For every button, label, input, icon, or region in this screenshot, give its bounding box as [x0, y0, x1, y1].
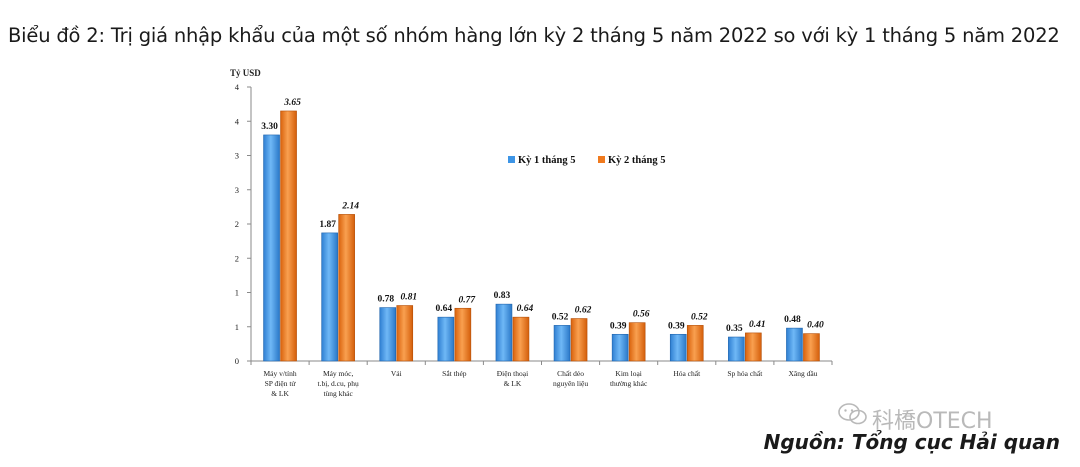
data-label: 0.39: [668, 321, 685, 331]
legend-swatch: [508, 156, 515, 163]
bar-ky2: [396, 305, 414, 362]
bar-ky2: [512, 316, 530, 362]
x-category-label: Máy móc,: [323, 369, 354, 378]
x-category-label: Chất dẻo: [557, 369, 584, 378]
data-label: 0.41: [749, 320, 766, 330]
watermark: 科橋OTECH: [838, 403, 993, 435]
y-tick-label: 1: [235, 322, 239, 332]
legend-label: Kỳ 2 tháng 5: [608, 155, 665, 166]
data-label: 0.48: [784, 315, 801, 325]
bar-ky2: [745, 332, 762, 362]
data-label: 0.35: [726, 324, 743, 334]
bar-ky1: [611, 333, 629, 362]
x-category-label: Sắt thép: [442, 369, 467, 378]
x-category-label: & LK: [504, 379, 522, 388]
bar-ky1: [321, 232, 338, 362]
y-tick-label: 0: [235, 356, 239, 366]
bar-ky1: [728, 336, 745, 362]
bar-ky2: [570, 318, 588, 362]
data-label: 1.87: [319, 220, 336, 230]
legend-swatch: [598, 156, 605, 163]
y-tick-label: 1: [235, 288, 239, 298]
bar-ky2: [280, 110, 297, 362]
data-label: 3.30: [261, 122, 278, 132]
bar-ky1: [786, 327, 803, 362]
x-category-label: tùng khác: [323, 389, 353, 398]
data-label: 0.52: [552, 312, 569, 322]
x-category-label: Xăng dầu: [788, 369, 817, 378]
x-category-label: Kim loại: [615, 369, 641, 378]
x-category-label: Sp hóa chất: [727, 369, 763, 378]
data-label: 0.83: [494, 291, 511, 301]
bar-ky2: [338, 214, 355, 362]
bar-ky1: [263, 134, 280, 362]
x-category-label: Hóa chất: [673, 369, 701, 378]
x-category-label: Vải: [391, 369, 402, 378]
x-category-label: SP điện tử: [265, 379, 297, 388]
x-category-label: & LK: [271, 389, 289, 398]
data-label: 0.77: [459, 295, 477, 305]
y-tick-label: 3: [235, 185, 239, 195]
y-tick-label: 2: [235, 253, 239, 263]
bar-ky1: [437, 316, 455, 362]
x-category-label: Máy v/tính: [263, 369, 296, 378]
source-note: Nguồn: Tổng cục Hải quan: [763, 430, 1060, 454]
y-tick-label: 2: [235, 219, 239, 229]
data-label: 2.14: [341, 201, 359, 211]
data-label: 0.81: [400, 293, 417, 303]
y-tick-label: 4: [235, 82, 240, 92]
data-label: 0.40: [807, 321, 824, 331]
wechat-icon: [838, 403, 868, 430]
y-tick-label: 4: [235, 116, 240, 126]
x-category-label: t.bị, d.cu, phụ: [318, 379, 359, 388]
bar-ky1: [553, 325, 571, 362]
bar-ky1: [669, 333, 687, 362]
data-label: 0.64: [436, 304, 453, 314]
legend-label: Kỳ 1 tháng 5: [518, 155, 575, 166]
data-label: 0.39: [610, 321, 627, 331]
bar-ky2: [454, 307, 472, 362]
data-label: 0.64: [517, 304, 534, 314]
watermark-text: 科橋OTECH: [872, 409, 993, 434]
bar-ky1: [379, 307, 397, 362]
data-label: 0.52: [691, 312, 708, 322]
data-label: 0.62: [575, 306, 592, 316]
y-tick-label: 3: [235, 151, 239, 161]
bar-ky1: [495, 303, 513, 362]
x-category-label: Điện thoại: [497, 369, 528, 378]
bar-ky2: [628, 322, 646, 362]
data-label: 0.56: [633, 310, 650, 320]
page-title: Biểu đồ 2: Trị giá nhập khẩu của một số …: [8, 24, 1060, 47]
bar-ky2: [803, 333, 820, 362]
y-axis-label: Tỷ USD: [230, 68, 261, 78]
data-label: 0.78: [377, 295, 394, 305]
x-category-label: nguyên liệu: [553, 379, 588, 388]
bar-ky2: [686, 325, 704, 362]
x-category-label: thường khác: [610, 379, 648, 388]
data-label: 3.65: [283, 98, 301, 108]
